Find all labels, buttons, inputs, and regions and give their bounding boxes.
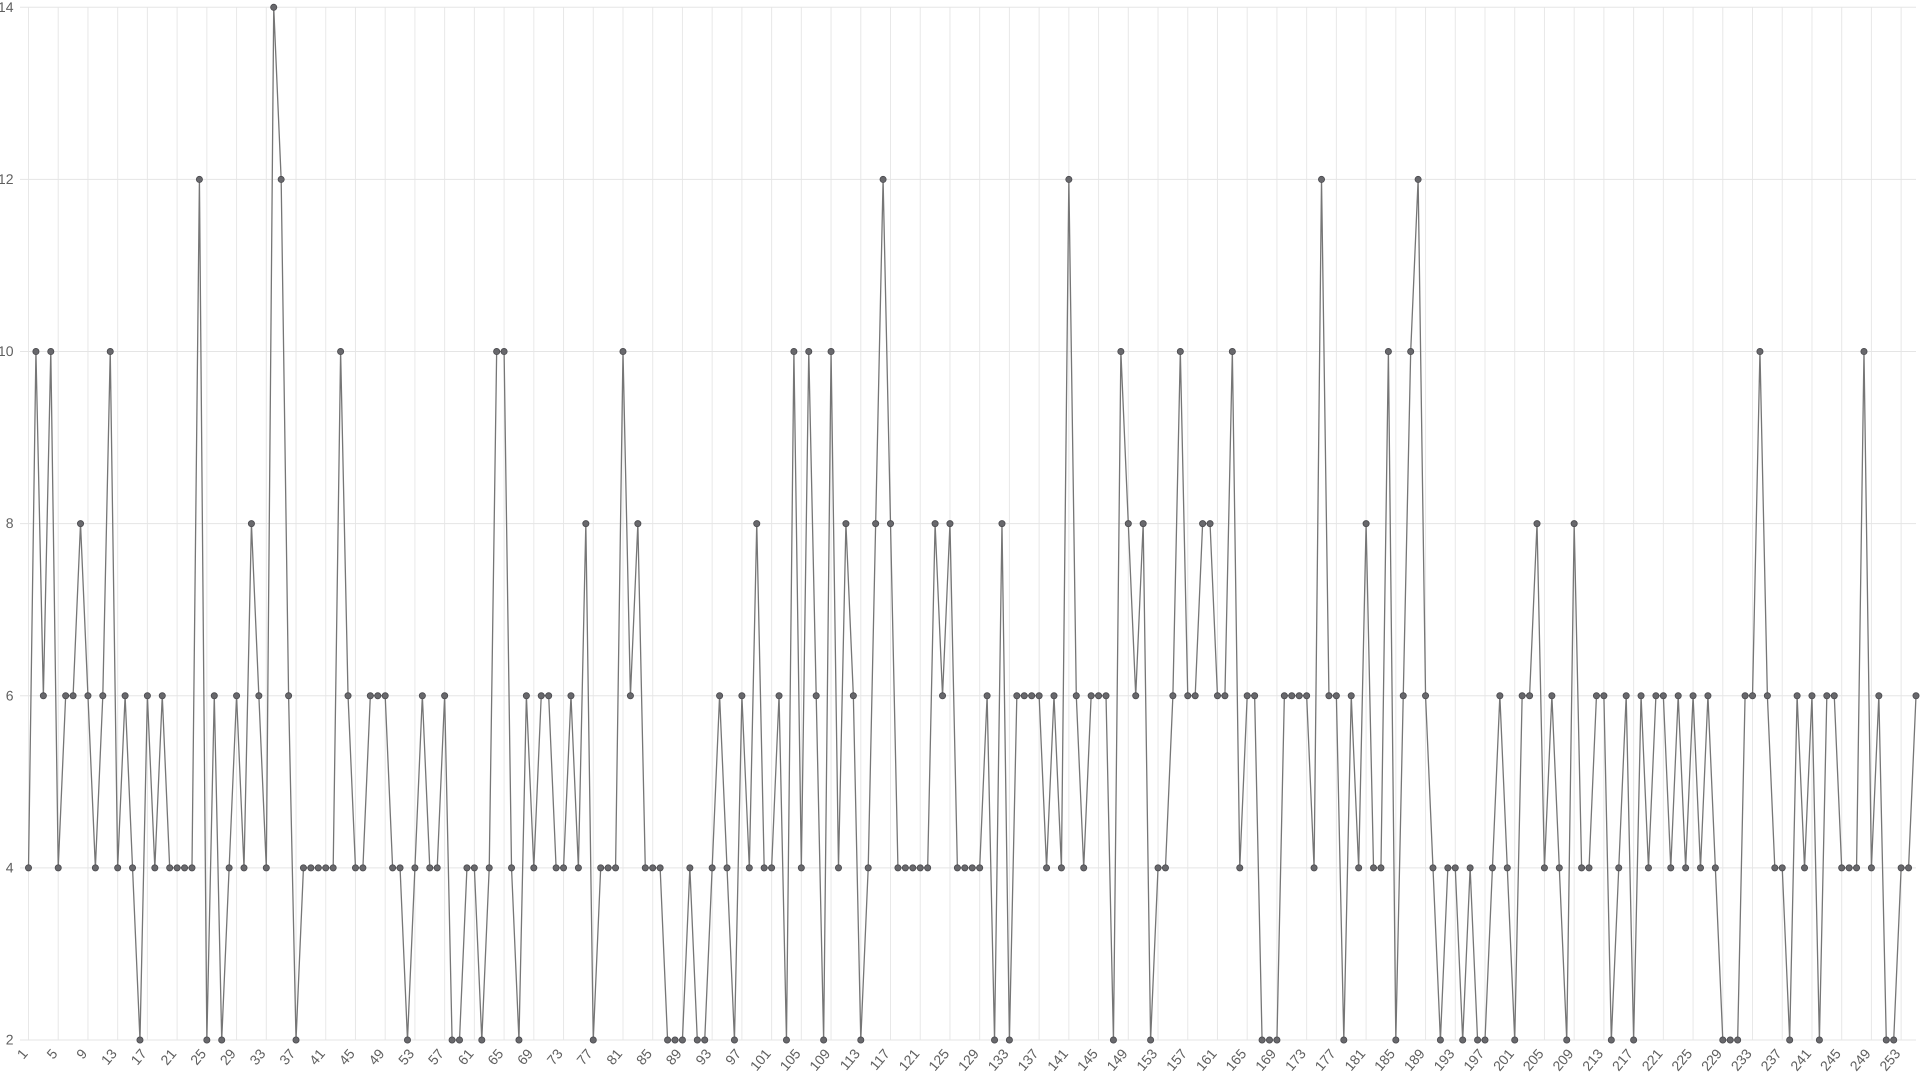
svg-text:81: 81 xyxy=(603,1045,625,1067)
svg-text:129: 129 xyxy=(955,1045,982,1073)
svg-text:61: 61 xyxy=(454,1045,476,1067)
svg-text:45: 45 xyxy=(335,1045,357,1067)
svg-text:105: 105 xyxy=(776,1045,803,1073)
svg-text:125: 125 xyxy=(925,1045,952,1073)
svg-text:69: 69 xyxy=(514,1045,536,1067)
svg-text:53: 53 xyxy=(395,1045,417,1067)
svg-text:29: 29 xyxy=(217,1045,239,1067)
svg-text:33: 33 xyxy=(246,1045,268,1067)
svg-text:17: 17 xyxy=(127,1045,149,1067)
svg-text:253: 253 xyxy=(1876,1045,1903,1073)
svg-text:93: 93 xyxy=(692,1045,714,1067)
svg-text:4: 4 xyxy=(6,859,14,875)
svg-text:13: 13 xyxy=(98,1045,120,1067)
svg-text:14: 14 xyxy=(0,0,14,15)
svg-text:133: 133 xyxy=(984,1045,1011,1073)
svg-text:201: 201 xyxy=(1490,1045,1517,1073)
svg-text:233: 233 xyxy=(1728,1045,1755,1073)
svg-text:197: 197 xyxy=(1460,1045,1487,1073)
svg-text:193: 193 xyxy=(1430,1045,1457,1073)
svg-text:21: 21 xyxy=(157,1045,179,1067)
svg-text:209: 209 xyxy=(1549,1045,1576,1073)
svg-text:12: 12 xyxy=(0,171,14,187)
svg-text:185: 185 xyxy=(1371,1045,1398,1073)
svg-text:5: 5 xyxy=(43,1045,60,1061)
svg-text:137: 137 xyxy=(1014,1045,1041,1073)
svg-text:85: 85 xyxy=(633,1045,655,1067)
svg-text:10: 10 xyxy=(0,343,14,359)
svg-text:189: 189 xyxy=(1401,1045,1428,1073)
svg-text:77: 77 xyxy=(573,1045,595,1067)
svg-text:8: 8 xyxy=(6,515,14,531)
svg-text:41: 41 xyxy=(306,1045,328,1067)
svg-text:2: 2 xyxy=(6,1032,14,1048)
svg-text:9: 9 xyxy=(73,1045,90,1061)
svg-text:225: 225 xyxy=(1668,1045,1695,1073)
svg-text:161: 161 xyxy=(1193,1045,1220,1073)
svg-text:6: 6 xyxy=(6,687,14,703)
svg-text:65: 65 xyxy=(484,1045,506,1067)
svg-text:25: 25 xyxy=(187,1045,209,1067)
svg-text:37: 37 xyxy=(276,1045,298,1067)
svg-text:141: 141 xyxy=(1044,1045,1071,1073)
svg-text:49: 49 xyxy=(365,1045,387,1067)
svg-text:149: 149 xyxy=(1103,1045,1130,1073)
svg-text:101: 101 xyxy=(747,1045,774,1073)
svg-text:165: 165 xyxy=(1222,1045,1249,1073)
svg-text:241: 241 xyxy=(1787,1045,1814,1073)
svg-text:73: 73 xyxy=(544,1045,566,1067)
svg-text:245: 245 xyxy=(1817,1045,1844,1073)
svg-text:113: 113 xyxy=(836,1045,863,1073)
svg-text:229: 229 xyxy=(1698,1045,1725,1073)
svg-text:145: 145 xyxy=(1074,1045,1101,1073)
svg-text:57: 57 xyxy=(425,1045,447,1067)
svg-text:157: 157 xyxy=(1163,1045,1190,1073)
svg-text:221: 221 xyxy=(1638,1045,1665,1073)
svg-text:213: 213 xyxy=(1579,1045,1606,1073)
svg-text:117: 117 xyxy=(866,1045,893,1073)
svg-text:153: 153 xyxy=(1133,1045,1160,1073)
svg-text:89: 89 xyxy=(662,1045,684,1067)
svg-text:97: 97 xyxy=(722,1045,744,1067)
svg-text:181: 181 xyxy=(1341,1045,1368,1073)
svg-text:177: 177 xyxy=(1311,1045,1338,1073)
svg-text:173: 173 xyxy=(1282,1045,1309,1073)
svg-text:121: 121 xyxy=(895,1045,922,1073)
svg-text:109: 109 xyxy=(806,1045,833,1073)
svg-text:205: 205 xyxy=(1519,1045,1546,1073)
svg-text:169: 169 xyxy=(1252,1045,1279,1073)
svg-text:237: 237 xyxy=(1757,1045,1784,1073)
svg-text:217: 217 xyxy=(1609,1045,1636,1073)
svg-text:1: 1 xyxy=(14,1045,31,1061)
svg-text:249: 249 xyxy=(1846,1045,1873,1073)
